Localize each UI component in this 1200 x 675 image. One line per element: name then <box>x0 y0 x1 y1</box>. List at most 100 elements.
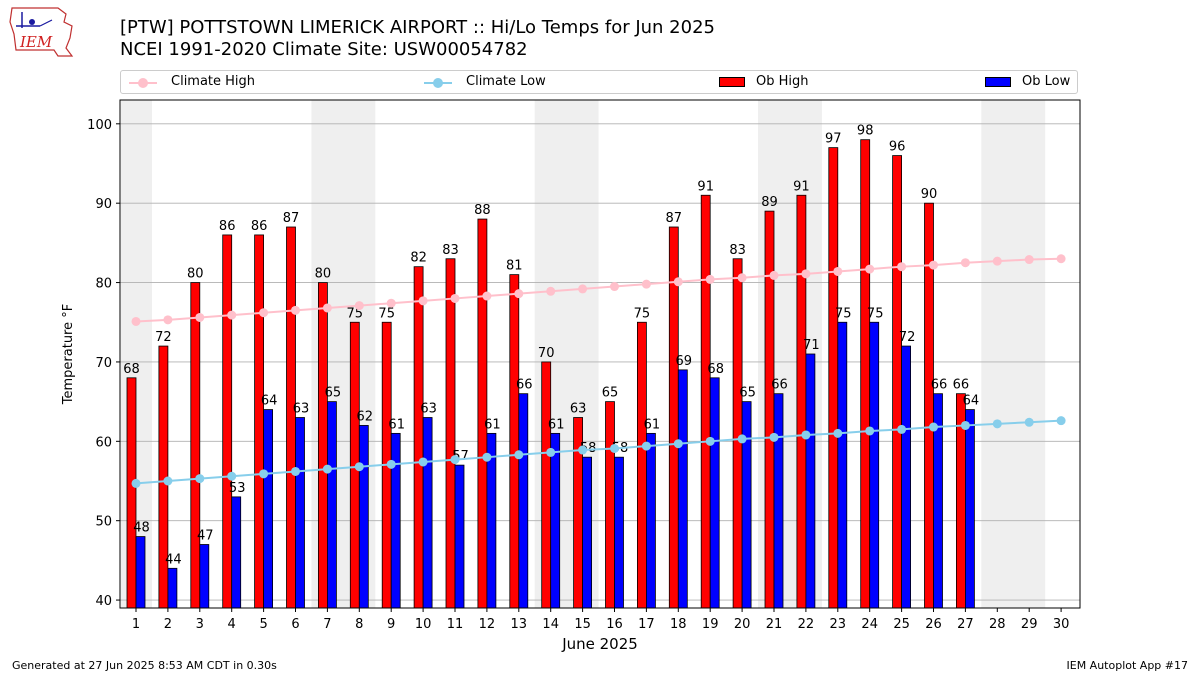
ob-low-bar <box>231 496 242 609</box>
ob-high-label: 68 <box>123 362 140 377</box>
ob-high-bar <box>637 321 647 609</box>
climate-high-point <box>865 264 875 274</box>
climate-low-point <box>163 476 173 486</box>
ob-high-bar <box>254 234 265 609</box>
weekend-band-3 <box>758 100 822 608</box>
climate-low-point <box>960 420 970 430</box>
weekend-band-1 <box>311 100 376 608</box>
ob-high-bar <box>732 258 743 609</box>
ob-high-label: 96 <box>889 140 906 155</box>
climate-low-point <box>514 450 524 460</box>
ob-low-bar <box>741 401 752 609</box>
climate-low-point <box>386 459 396 469</box>
climate-high-point <box>514 289 524 299</box>
ob-low-label: 61 <box>644 417 661 432</box>
climate-high-point <box>705 274 715 284</box>
ob-low-label: 58 <box>612 441 629 456</box>
climate-high-point <box>641 279 651 289</box>
climate-high-point <box>195 312 205 322</box>
climate-low-point <box>865 426 875 436</box>
ob-high-label: 90 <box>921 187 938 202</box>
ob-low-label: 61 <box>548 417 565 432</box>
climate-high-point <box>1056 254 1066 264</box>
x-tick-label: 11 <box>447 617 464 632</box>
ob-low-label: 62 <box>357 409 374 424</box>
x-tick-label: 10 <box>415 617 432 632</box>
x-tick-label: 29 <box>1021 617 1038 632</box>
ob-low-bar <box>167 567 178 609</box>
climate-high-point <box>386 298 396 308</box>
ob-high-bar <box>158 345 169 609</box>
legend-label-ob-high: Ob High <box>756 74 809 89</box>
climate-low-point <box>737 434 747 444</box>
legend-swatch-ob-low <box>985 77 1011 87</box>
climate-high-point <box>769 270 779 280</box>
climate-low-point <box>992 419 1002 429</box>
ob-high-label: 72 <box>155 330 172 345</box>
ob-low-label: 63 <box>293 402 310 417</box>
ob-high-label: 98 <box>857 124 874 139</box>
ob-low-label: 75 <box>835 306 852 321</box>
x-tick-label: 3 <box>196 617 204 632</box>
climate-high-point <box>163 315 173 325</box>
climate-high-point <box>354 301 364 311</box>
ob-high-bar <box>222 234 233 609</box>
climate-high-point <box>418 296 428 306</box>
ob-low-label: 53 <box>229 481 246 496</box>
ob-high-bar <box>700 194 711 609</box>
x-tick-label: 18 <box>670 617 687 632</box>
ob-low-label: 57 <box>452 449 469 464</box>
ob-low-bar <box>933 393 943 609</box>
x-tick-label: 6 <box>291 617 299 632</box>
y-tick-label: 80 <box>95 277 112 292</box>
x-tick-label: 24 <box>861 617 878 632</box>
ob-high-label: 83 <box>729 243 746 258</box>
ob-low-bar <box>199 544 210 609</box>
climate-high-point <box>929 260 938 270</box>
ob-low-bar <box>550 432 561 609</box>
ob-high-label: 80 <box>315 267 332 282</box>
ob-high-label: 83 <box>442 243 459 258</box>
climate-low-point <box>833 428 843 438</box>
ob-low-label: 68 <box>707 362 724 377</box>
climate-low-point <box>1056 416 1066 426</box>
x-tick-label: 14 <box>542 617 559 632</box>
ob-high-bar <box>573 417 583 609</box>
ob-high-label: 91 <box>697 179 714 194</box>
ob-low-label: 66 <box>516 378 533 393</box>
y-tick-label: 100 <box>87 118 112 133</box>
ob-low-bar <box>869 321 880 609</box>
x-tick-label: 23 <box>830 617 847 632</box>
legend-swatch-ob-high <box>719 77 745 87</box>
ob-low-bar <box>295 417 305 609</box>
ob-high-label: 88 <box>474 203 491 218</box>
ob-low-bar <box>965 409 975 609</box>
x-tick-label: 22 <box>798 617 815 632</box>
ob-high-bar <box>126 377 137 609</box>
ob-high-bar <box>668 226 679 609</box>
legend-label-climate-high: Climate High <box>171 74 256 89</box>
ob-high-label: 87 <box>283 211 300 226</box>
ob-high-bar <box>509 274 520 609</box>
x-tick-label: 13 <box>511 617 528 632</box>
ob-low-label: 48 <box>133 521 150 536</box>
ob-high-bar <box>605 401 615 609</box>
logo-text: IEM <box>19 33 53 51</box>
ob-low-label: 66 <box>771 378 788 393</box>
y-tick-label: 60 <box>95 435 112 450</box>
x-tick-label: 8 <box>355 617 363 632</box>
ob-low-label: 72 <box>899 330 916 345</box>
ob-high-bar <box>317 282 328 609</box>
climate-high-point <box>450 293 460 303</box>
climate-low-point <box>641 441 651 451</box>
ob-high-label: 91 <box>793 179 810 194</box>
climate-high-point <box>259 308 269 318</box>
climate-low-point <box>546 447 556 457</box>
climate-low-point <box>195 474 205 484</box>
ob-low-bar <box>263 409 274 609</box>
ob-low-bar <box>422 417 433 609</box>
iem-logo: IEM <box>9 7 74 57</box>
climate-high-point <box>610 282 619 292</box>
legend-marker-climate-high <box>138 78 148 88</box>
